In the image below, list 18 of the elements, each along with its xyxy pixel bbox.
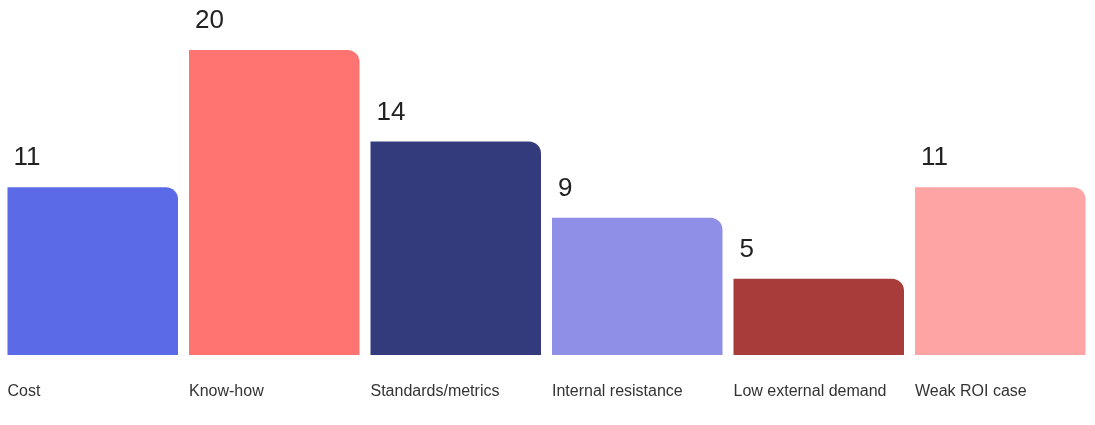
- bar: [915, 187, 1086, 355]
- data-label: 20: [195, 4, 224, 34]
- x-tick-label: Low external demand: [733, 381, 887, 399]
- x-tick-label: Weak ROI case: [915, 381, 1027, 399]
- x-tick-label: Internal resistance: [552, 381, 683, 399]
- x-tick-label: Cost: [7, 381, 41, 399]
- data-label: 11: [13, 141, 41, 172]
- data-label: 9: [558, 171, 573, 202]
- data-label: 11: [921, 141, 948, 172]
- bar: [189, 50, 360, 355]
- bar: [733, 278, 904, 355]
- data-label: 5: [739, 232, 754, 263]
- data-label: 14: [376, 95, 406, 126]
- bar: [552, 217, 723, 355]
- x-tick-label: Know-how: [189, 381, 265, 399]
- bar: [7, 187, 178, 355]
- x-tick-label: Standards/metrics: [370, 381, 500, 399]
- bar: [370, 141, 541, 355]
